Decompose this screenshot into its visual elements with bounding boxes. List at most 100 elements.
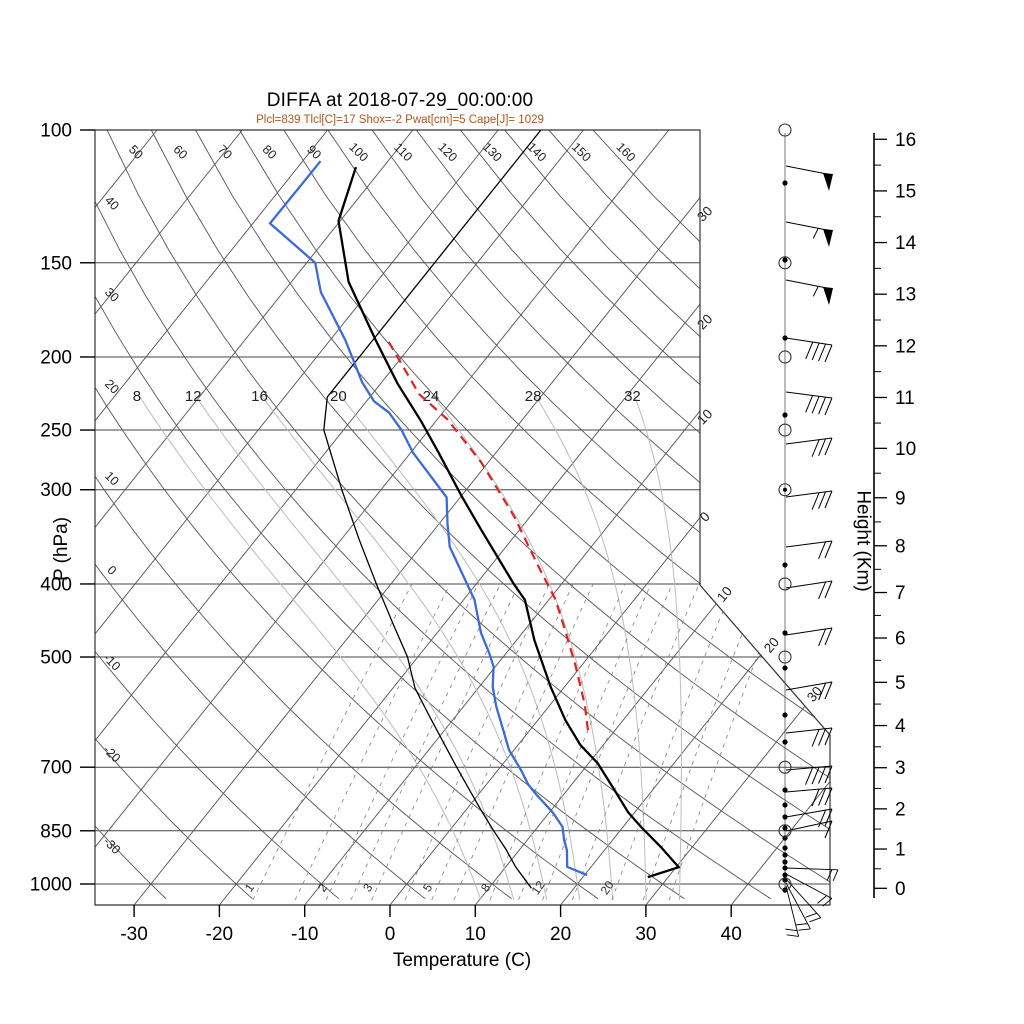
- mixing-ratio-1: [252, 583, 413, 901]
- dry-adiabat-left-label: -10: [100, 651, 123, 674]
- height-axis-title: Height (Km): [852, 490, 874, 592]
- pressure-tick-label: 700: [40, 758, 72, 779]
- mixing-ratio-25: [642, 583, 763, 901]
- wind-barb: [785, 165, 833, 191]
- wind-barb: [785, 765, 833, 785]
- dry-adiabat-10: [95, 130, 512, 900]
- wind-barb-staff: [785, 391, 833, 399]
- surface-barb-feather: [832, 869, 839, 881]
- mixing-ratio-8: [489, 583, 626, 901]
- height-tick-label: 11: [895, 388, 915, 409]
- wind-barb-feather: [824, 820, 833, 839]
- height-tick-label: 3: [895, 758, 906, 779]
- wind-barb-staff: [785, 540, 833, 548]
- surface-barb-feather: [809, 917, 821, 923]
- mixing-ratio-12: [542, 583, 673, 901]
- level-circle: [778, 483, 792, 497]
- wind-barb-feather: [811, 396, 820, 414]
- surface-barb-staff: [785, 873, 833, 899]
- wind-barb-feather: [818, 809, 827, 828]
- surface-barb-feather: [785, 928, 798, 932]
- height-tick-label: 15: [895, 181, 916, 202]
- pressure-tick-label: 850: [40, 821, 72, 842]
- moist-adiabat-label: 32: [624, 388, 641, 405]
- level-dot: [782, 872, 788, 878]
- dry-adiabat-70: [195, 130, 830, 900]
- dry-adiabat-top-label: 120: [435, 140, 460, 165]
- wind-barb: [785, 681, 833, 701]
- wind-barb-feather: [811, 729, 820, 747]
- level-circle: [778, 877, 792, 891]
- surface-barb-feather: [805, 912, 817, 918]
- temperature-tick-label: -10: [291, 924, 318, 945]
- dry-adiabat--10: [95, 130, 340, 900]
- isotherm-slant-label: 20: [761, 635, 782, 656]
- dry-adiabat-150: [548, 130, 830, 900]
- pressure-tick-label: 250: [40, 421, 72, 442]
- wind-barb-staff: [785, 681, 833, 691]
- dry-adiabat-30: [95, 130, 685, 900]
- chart-subtitle: Plcl=839 Tlcl[C]=17 Shox=-2 Pwat[cm]=5 C…: [256, 114, 544, 126]
- wind-barb-feather: [824, 397, 833, 416]
- isotherm--100: [95, 130, 158, 905]
- moist-adiabat-label: 8: [133, 388, 141, 405]
- height-tick-label: 14: [895, 233, 917, 254]
- height-tick-label: 13: [895, 285, 916, 306]
- dry-adiabat--20: [95, 130, 253, 900]
- wind-barb-feather: [824, 627, 833, 646]
- background-labels-group: 50 60 70 80 90 100 110 120 130 140 150 160403020100…: [100, 140, 825, 897]
- moist-adiabat-label: 20: [330, 388, 347, 405]
- temperature-axis-title: Temperature (C): [392, 950, 532, 971]
- wind-barb-feather: [818, 788, 826, 806]
- mixing-ratio-6: [453, 583, 594, 901]
- height-tick-label: 2: [895, 799, 906, 820]
- wind-barb-feather: [805, 341, 814, 360]
- wind-barb: [785, 820, 833, 839]
- wind-barb: [785, 787, 833, 807]
- parcel-curve: [384, 336, 589, 731]
- isotherm--50: [95, 130, 584, 905]
- pressure-axis-group: 100 150 200 250 300 400 500 700 850 1000: [30, 121, 95, 896]
- wind-barb-feather: [824, 540, 833, 559]
- isotherm-slant-label: 30: [804, 684, 825, 705]
- dry-adiabat-100: [327, 130, 830, 900]
- wind-barb: [785, 808, 833, 828]
- dry-adiabat-left-label: -30: [100, 834, 123, 857]
- dry-adiabat-top-label: 130: [480, 140, 505, 165]
- wind-barb-feather: [811, 766, 820, 785]
- wind-barb-feather: [824, 787, 833, 806]
- surface-wind-barb: [785, 885, 800, 937]
- dry-adiabat-top-label: 60: [171, 142, 191, 162]
- height-tick-label: 0: [895, 879, 906, 900]
- wind-barb: [785, 540, 833, 560]
- level-circle-dot: [783, 487, 787, 492]
- surface-barb-feather: [798, 928, 811, 931]
- pressure-axis-title: P (hPa): [51, 516, 73, 582]
- wind-barb-feather: [811, 439, 820, 457]
- dry-adiabat--30: [95, 130, 167, 900]
- dry-adiabat-90: [283, 130, 830, 900]
- surface-barb-feather: [786, 934, 799, 937]
- mixing-ratio-4: [404, 583, 550, 901]
- moist-adiabat-label: 12: [185, 388, 202, 405]
- mixing-ratio-5: [431, 583, 574, 901]
- wind-barb-staff: [785, 580, 833, 589]
- wind-pennant: [823, 287, 833, 305]
- wind-barb-feather: [824, 727, 833, 746]
- level-dot: [782, 825, 788, 831]
- wind-barb-staff: [785, 808, 833, 818]
- wind-barb-feather: [818, 343, 827, 362]
- std-atmosphere-curve: [323, 129, 542, 889]
- wind-barb-staff: [785, 727, 833, 734]
- moist-adiabat-16: [261, 395, 548, 901]
- pressure-tick-label: 200: [40, 347, 72, 368]
- wind-barb-feather: [824, 765, 833, 784]
- level-dot: [782, 257, 788, 263]
- wind-barb: [785, 580, 833, 600]
- wind-barb-feather: [805, 767, 814, 785]
- isotherm--20: [219, 130, 830, 905]
- level-dot: [782, 877, 788, 883]
- height-tick-label: 7: [895, 583, 906, 604]
- temperature-tick-label: 30: [635, 924, 656, 945]
